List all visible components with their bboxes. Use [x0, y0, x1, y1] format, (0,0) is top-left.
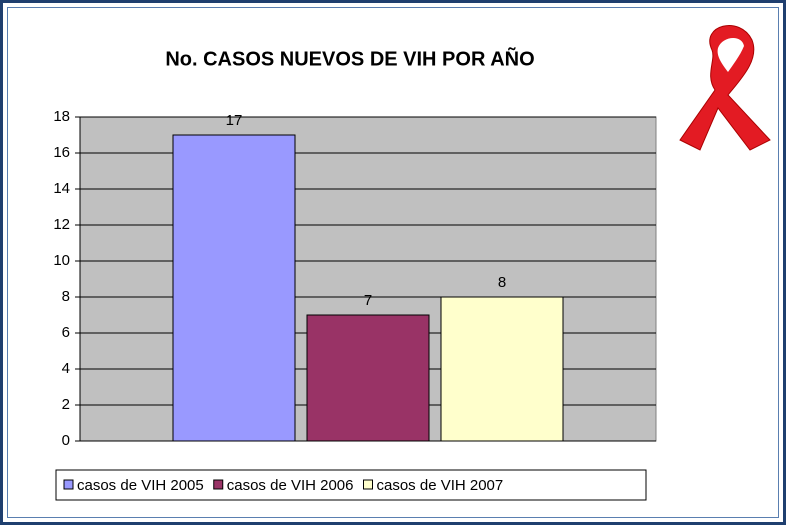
y-tick-label: 12 — [53, 216, 70, 233]
y-tick-label: 18 — [53, 108, 70, 125]
data-label: 17 — [226, 112, 243, 129]
data-label: 8 — [498, 274, 506, 291]
y-tick-label: 10 — [53, 252, 70, 269]
bar — [306, 314, 430, 442]
y-tick-label: 6 — [62, 324, 70, 341]
legend-swatch — [63, 479, 74, 490]
data-label: 7 — [364, 292, 372, 309]
legend — [55, 469, 647, 501]
bar — [440, 296, 564, 442]
bar — [172, 134, 296, 442]
chart-title: No. CASOS NUEVOS DE VIH POR AÑO — [165, 47, 534, 70]
inner-frame — [7, 7, 779, 518]
y-tick-label: 4 — [62, 360, 70, 377]
legend-label: casos de VIH 2007 — [377, 477, 504, 494]
y-tick-label: 0 — [62, 432, 70, 449]
legend-swatch — [213, 479, 224, 490]
legend-swatch — [363, 479, 373, 490]
y-tick-label: 2 — [62, 396, 70, 413]
y-tick-label: 16 — [53, 144, 70, 161]
y-tick-label: 14 — [53, 180, 70, 197]
ribbon — [679, 25, 771, 151]
legend-label: casos de VIH 2006 — [227, 477, 354, 494]
y-tick-label: 8 — [62, 288, 70, 305]
legend-label: casos de VIH 2005 — [77, 477, 204, 494]
